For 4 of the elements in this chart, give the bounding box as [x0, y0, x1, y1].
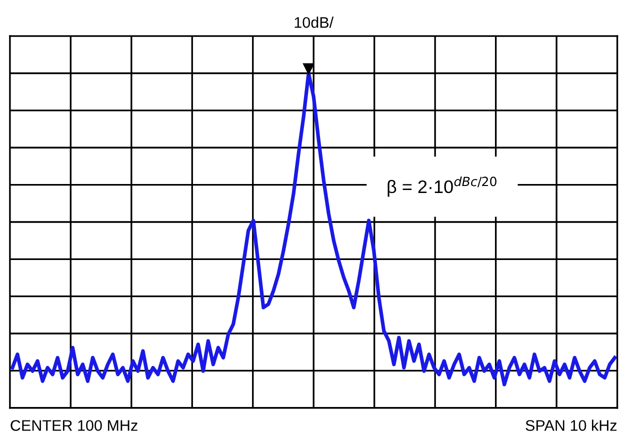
text: CENTER 100 MHz	[10, 420, 138, 431]
chart-title: 10dB/	[294, 16, 334, 28]
text: SPAN 10 kHz	[526, 420, 617, 431]
annotation: β = 2·10$^{dBc/20}$	[388, 176, 496, 197]
